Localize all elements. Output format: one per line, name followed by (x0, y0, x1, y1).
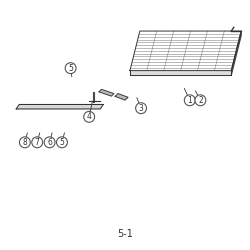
Text: 5: 5 (60, 138, 64, 147)
Text: 7: 7 (35, 138, 40, 147)
Polygon shape (99, 90, 114, 96)
Text: 5: 5 (68, 64, 73, 73)
Text: 8: 8 (22, 138, 27, 147)
Polygon shape (115, 94, 128, 100)
Circle shape (20, 137, 30, 148)
Text: 4: 4 (87, 112, 92, 121)
Text: 1: 1 (188, 96, 192, 105)
Circle shape (32, 137, 43, 148)
Circle shape (184, 95, 195, 106)
Polygon shape (93, 92, 94, 102)
Circle shape (195, 95, 206, 106)
Polygon shape (231, 31, 241, 75)
Polygon shape (16, 104, 103, 109)
Circle shape (84, 112, 94, 122)
Text: 2: 2 (198, 96, 203, 105)
Text: 5-1: 5-1 (117, 229, 133, 239)
Circle shape (44, 137, 55, 148)
Circle shape (56, 137, 68, 148)
Text: 6: 6 (47, 138, 52, 147)
Polygon shape (130, 70, 231, 75)
Circle shape (65, 63, 76, 74)
Text: 3: 3 (139, 104, 143, 113)
Circle shape (136, 103, 146, 114)
